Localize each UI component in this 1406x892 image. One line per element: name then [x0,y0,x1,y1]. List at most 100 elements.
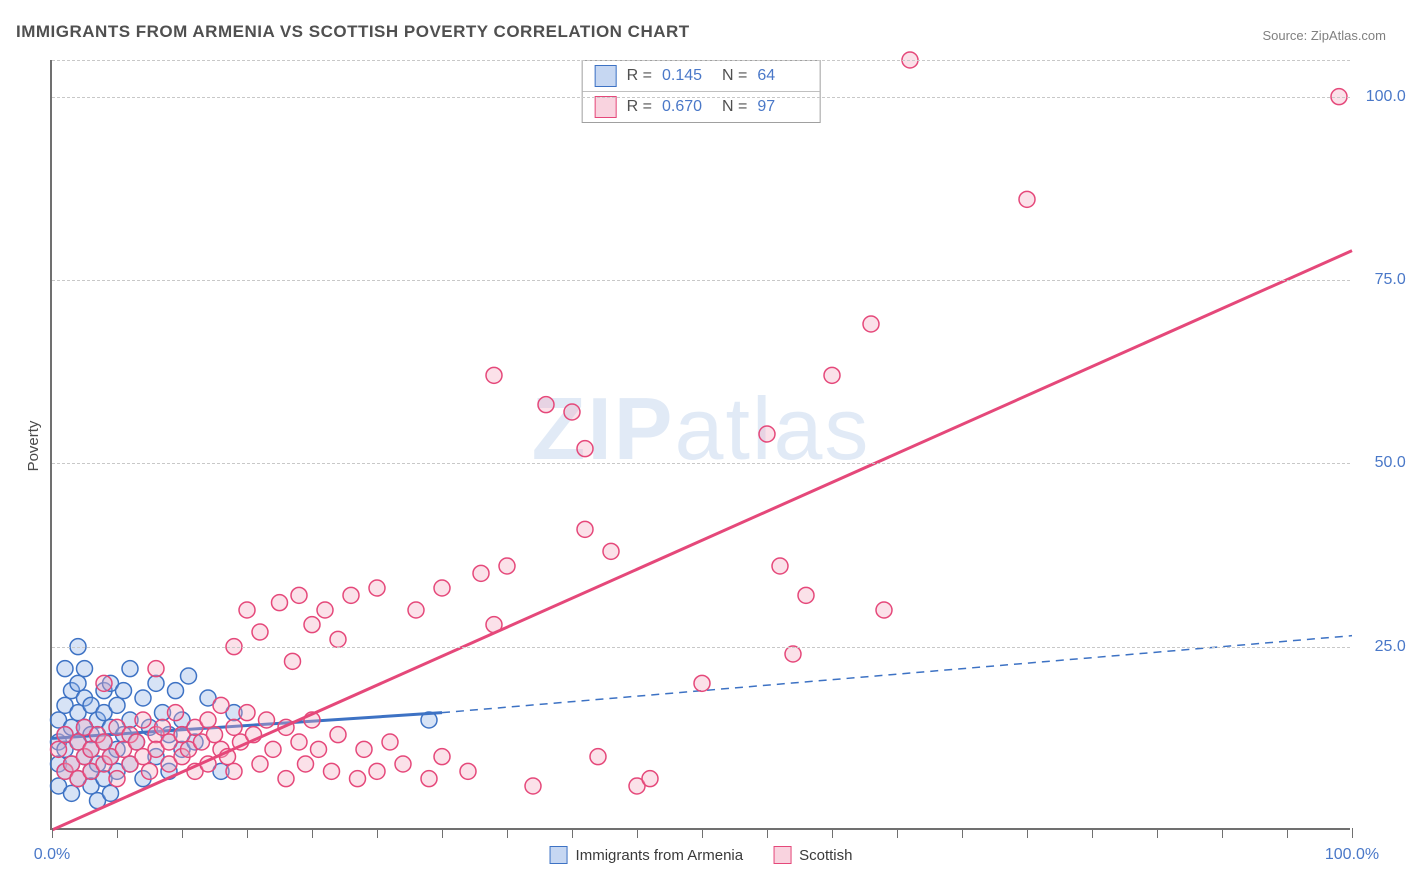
scatter-point-scottish [239,705,255,721]
x-tick-label: 0.0% [34,846,70,864]
scatter-point-scottish [577,441,593,457]
scatter-point-scottish [1019,191,1035,207]
scatter-point-scottish [330,631,346,647]
scatter-point-scottish [343,587,359,603]
scatter-point-scottish [265,741,281,757]
gridline-h [52,60,1350,61]
gridline-h [52,280,1350,281]
legend-r-label: R = [627,98,652,116]
scatter-point-scottish [772,558,788,574]
legend-series-label: Immigrants from Armenia [576,847,744,864]
scatter-point-scottish [824,367,840,383]
legend-item-armenia: Immigrants from Armenia [550,846,744,864]
x-tick [572,828,573,838]
x-tick [1027,828,1028,838]
scatter-point-scottish [252,756,268,772]
scatter-point-scottish [434,749,450,765]
legend-swatch-icon [595,96,617,118]
y-tick-label: 75.0% [1360,271,1406,289]
scatter-point-scottish [499,558,515,574]
scatter-point-scottish [148,661,164,677]
scatter-point-scottish [239,602,255,618]
legend-r-label: R = [627,67,652,85]
scatter-point-scottish [324,763,340,779]
legend-r-value: 0.670 [662,98,712,116]
source-link[interactable]: ZipAtlas.com [1311,28,1386,43]
chart-source: Source: ZipAtlas.com [1262,28,1386,43]
scatter-point-scottish [168,705,184,721]
y-tick-label: 25.0% [1360,638,1406,656]
scatter-point-scottish [564,404,580,420]
scatter-point-scottish [395,756,411,772]
scatter-point-scottish [460,763,476,779]
x-tick [637,828,638,838]
scatter-point-scottish [252,624,268,640]
scatter-point-scottish [142,763,158,779]
x-tick [767,828,768,838]
scatter-point-scottish [577,521,593,537]
x-tick [312,828,313,838]
x-tick [1092,828,1093,838]
x-tick [1287,828,1288,838]
scatter-point-armenia [116,683,132,699]
scatter-point-scottish [155,719,171,735]
gridline-h [52,647,1350,648]
legend-row-armenia: R = 0.145 N = 64 [583,61,820,91]
scatter-point-scottish [317,602,333,618]
scatter-point-armenia [64,785,80,801]
legend-series-label: Scottish [799,847,852,864]
x-tick [897,828,898,838]
scatter-point-scottish [525,778,541,794]
scatter-point-scottish [96,675,112,691]
chart-title: IMMIGRANTS FROM ARMENIA VS SCOTTISH POVE… [16,22,690,42]
scatter-point-scottish [278,771,294,787]
scatter-point-scottish [538,397,554,413]
scatter-point-scottish [642,771,658,787]
x-tick-label: 100.0% [1325,846,1379,864]
scatter-point-scottish [421,771,437,787]
scatter-point-scottish [434,580,450,596]
scatter-point-scottish [356,741,372,757]
legend-swatch-icon [550,846,568,864]
gridline-h [52,97,1350,98]
scatter-point-scottish [109,771,125,787]
chart-plot-area: ZIPatlas R =0.145N =64R =0.670N =97 Immi… [50,60,1350,830]
x-tick [507,828,508,838]
legend-n-label: N = [722,67,747,85]
scatter-point-scottish [694,675,710,691]
legend-n-value: 64 [757,67,807,85]
scatter-point-scottish [200,712,216,728]
y-tick-label: 50.0% [1360,454,1406,472]
x-tick [1157,828,1158,838]
x-tick [702,828,703,838]
x-tick [1352,828,1353,838]
x-tick [962,828,963,838]
legend-row-scottish: R =0.670N =97 [583,91,820,122]
legend-swatch-icon [595,65,617,87]
scatter-point-scottish [863,316,879,332]
scatter-point-scottish [226,763,242,779]
scatter-point-scottish [259,712,275,728]
scatter-point-armenia [70,675,86,691]
scatter-point-scottish [408,602,424,618]
scatter-point-scottish [298,756,314,772]
legend-r-value: 0.145 [662,67,712,85]
x-tick [182,828,183,838]
scatter-point-scottish [876,602,892,618]
legend-swatch-icon [773,846,791,864]
scatter-point-scottish [207,727,223,743]
scatter-point-scottish [382,734,398,750]
scatter-point-scottish [603,543,619,559]
legend-series: Immigrants from Armenia Scottish [550,846,853,864]
legend-n-label: N = [722,98,747,116]
scatter-point-scottish [369,763,385,779]
y-tick-label: 100.0% [1360,88,1406,106]
scatter-point-scottish [291,587,307,603]
x-tick [832,828,833,838]
scatter-point-armenia [148,675,164,691]
scatter-point-scottish [759,426,775,442]
scatter-point-scottish [135,712,151,728]
scatter-point-armenia [103,785,119,801]
scatter-point-scottish [473,565,489,581]
scatter-point-scottish [330,727,346,743]
